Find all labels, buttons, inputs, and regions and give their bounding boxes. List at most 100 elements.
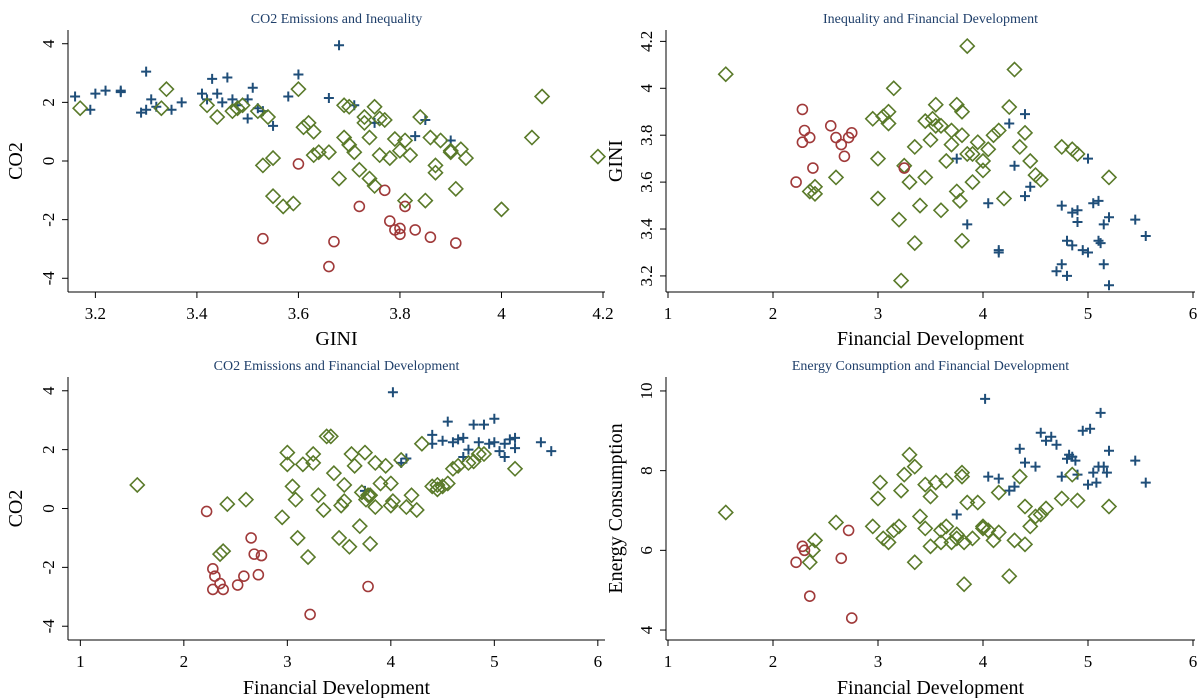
circle-point [424,231,437,244]
plus-point [247,82,258,93]
diamond-point [366,98,383,115]
x-tick-label: 3.4 [186,304,208,323]
diamond-point [264,149,282,167]
diamond-point [305,454,322,472]
plus-point [202,94,213,105]
panel-title: CO2 Emissions and Financial Development [214,359,460,374]
diamond-point [259,108,277,126]
plus-point [494,446,505,457]
diamond-point [215,543,232,560]
circle-point [231,579,244,591]
plus-point [268,120,279,131]
circle-point [214,577,226,590]
diamond-point [938,152,955,170]
plus-point [217,97,228,108]
diamond-point [1100,498,1118,515]
plus-point [1056,471,1067,482]
plus-point [962,219,973,230]
diamond-point [158,81,175,98]
y-tick-label: 4 [637,625,656,634]
diamond-point [1011,468,1028,485]
plus-point [504,434,515,445]
diamond-point [1053,490,1070,507]
circle-point [292,158,305,170]
plus-point [387,387,398,398]
diamond-point [927,96,944,113]
diamond-point [305,445,322,463]
plus-point [993,473,1004,484]
diamond-point [717,504,734,521]
diamond-point [922,131,939,149]
diamond-point [995,190,1013,207]
diamond-point [357,491,375,508]
x-tick-label: 6 [594,652,603,671]
plus-point [146,94,157,105]
diamond-point [1022,152,1039,170]
diamond-point [906,234,923,252]
diamond-point [366,177,383,195]
x-tick-label: 5 [1084,304,1093,323]
x-tick-label: 1 [664,652,673,671]
circle-point [835,138,848,151]
x-axis-label: Financial Development [837,328,1025,350]
circle-point [238,570,250,582]
diamond-point [398,498,415,516]
diamond-point [493,201,510,218]
y-tick-label: 2 [39,445,58,454]
diamond-point [447,180,464,197]
diamond-point [964,145,981,163]
diamond-point [1006,61,1023,78]
diamond-point [948,526,965,543]
plus-point [1072,216,1083,227]
plus-point [1070,455,1081,466]
diamond-point [943,122,960,139]
diamond-point [413,435,431,452]
diamond-point [801,183,818,200]
diamond-point [72,100,89,117]
diamond-point [869,190,887,207]
diamond-point [917,169,934,186]
circle-point [323,260,335,273]
diamond-point [901,173,918,191]
plus-point [1014,443,1025,454]
diamond-point [523,129,541,146]
plus-point [1104,280,1114,291]
plus-point [980,393,991,404]
diamond-point [1016,124,1034,141]
plus-point [1077,425,1088,436]
diamond-point [969,494,986,511]
circle-point [394,222,406,235]
plus-point [1091,477,1102,488]
plus-point [1056,200,1067,211]
plus-point [136,107,147,118]
diamond-point [953,464,971,481]
diamond-point [330,170,348,187]
plus-point [993,245,1004,256]
x-tick-label: 1 [76,652,85,671]
diamond-point [335,97,353,114]
plus-point [1067,240,1078,251]
diamond-point [911,197,929,214]
plus-point [478,419,489,430]
diamond-point [427,157,444,174]
plus-point [1020,109,1030,120]
x-tick-label: 3 [874,652,883,671]
diamond-point [880,534,897,551]
diamond-point [589,148,607,165]
plus-point [1051,266,1062,277]
x-tick-label: 5 [1084,652,1093,671]
plus-point [468,419,479,430]
plus-point [166,104,177,115]
diamond-point [980,141,997,158]
plus-point [176,97,187,108]
y-tick-label: 4 [39,386,58,395]
plus-point [1098,259,1109,270]
diamond-point [974,152,992,170]
circle-point [383,215,396,227]
diamond-point [434,478,451,495]
diamond-point [953,232,971,249]
y-tick-label: 6 [637,546,656,555]
diamond-point [827,514,845,531]
diamond-point [417,192,434,209]
